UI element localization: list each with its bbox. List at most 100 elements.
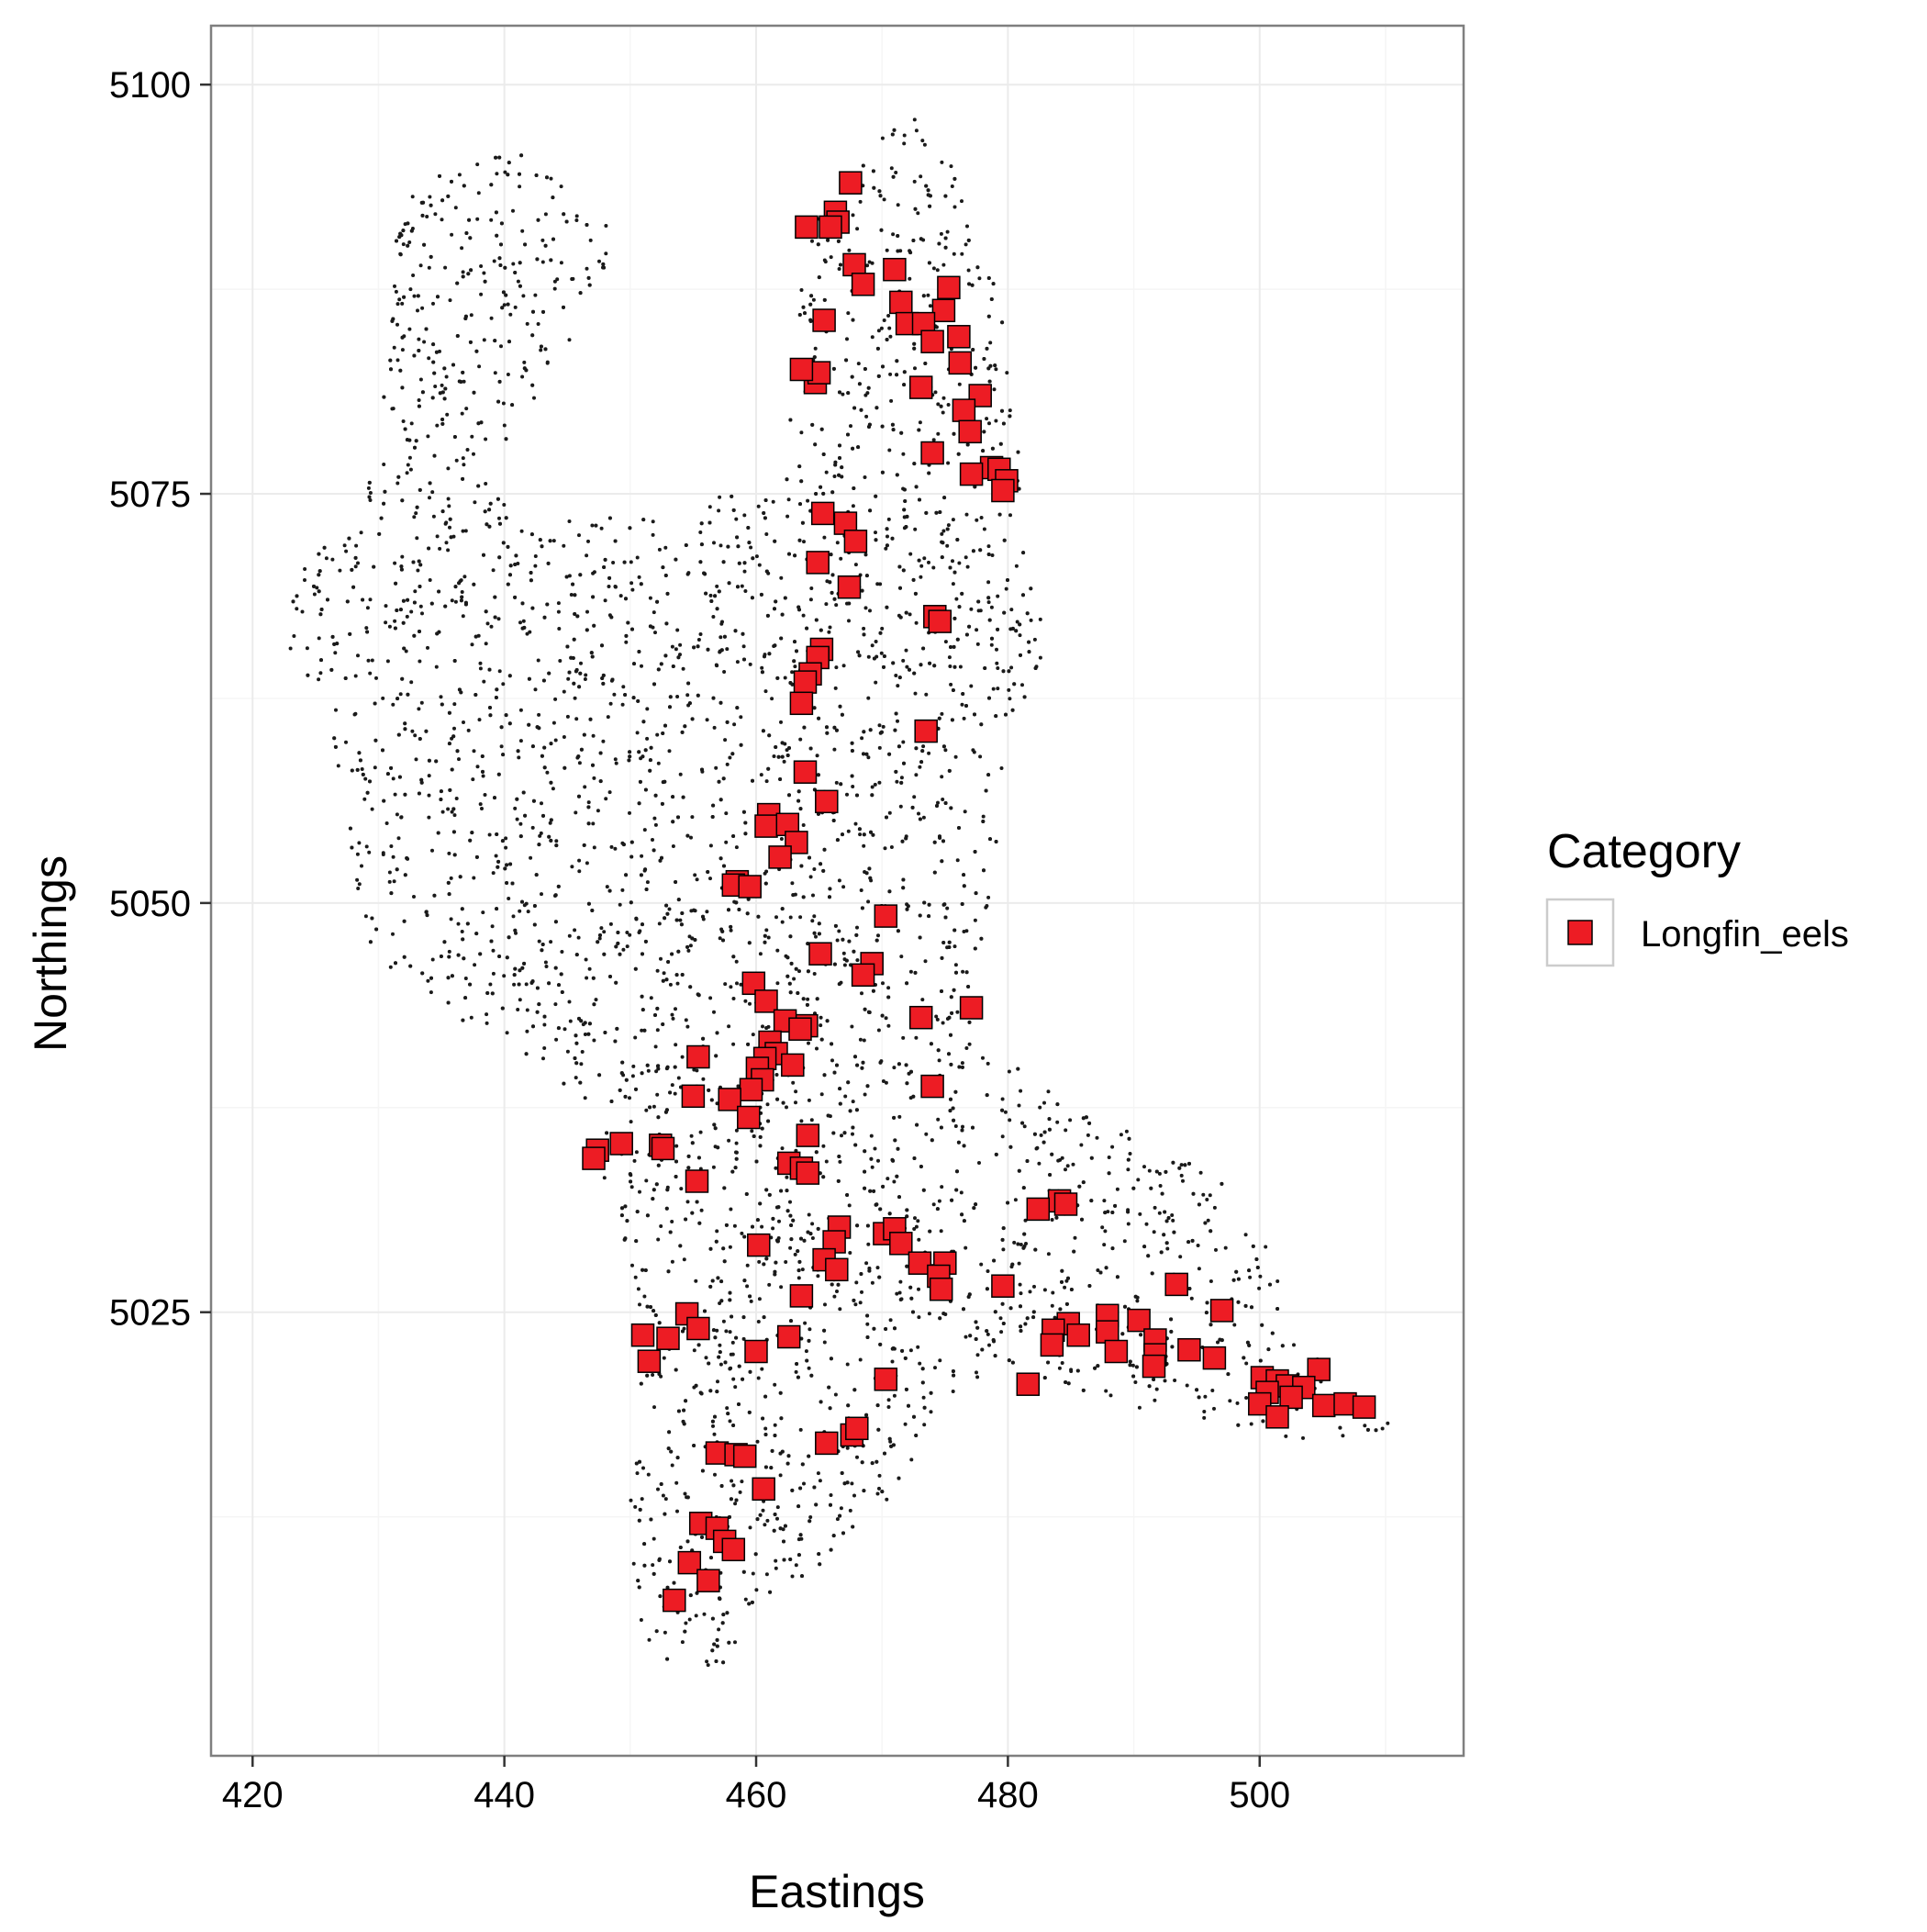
background-dot (312, 585, 316, 588)
background-dot (652, 1309, 655, 1312)
background-dot (384, 620, 387, 624)
background-dot (546, 361, 550, 364)
background-dot (954, 597, 958, 601)
background-dot (815, 1047, 819, 1051)
background-dot (892, 1180, 896, 1184)
background-dot (821, 1145, 825, 1148)
background-dot (643, 828, 647, 832)
background-dot (722, 865, 726, 868)
background-dot (354, 544, 358, 548)
background-dot (874, 783, 877, 787)
background-dot (974, 1202, 977, 1206)
background-dot (775, 1098, 779, 1101)
background-dot (901, 741, 905, 744)
background-dot (838, 267, 841, 271)
background-dot (498, 522, 502, 526)
background-dot (741, 585, 744, 588)
background-dot (445, 541, 449, 544)
background-dot (705, 910, 708, 913)
background-dot (986, 1093, 989, 1097)
background-dot (965, 225, 969, 229)
background-dot (974, 850, 977, 854)
background-dot (464, 407, 468, 410)
background-dot (998, 513, 1002, 517)
background-dot (952, 582, 955, 586)
background-dot (1077, 1185, 1081, 1189)
background-dot (589, 718, 593, 721)
background-dot (459, 690, 462, 694)
background-dot (1187, 1287, 1191, 1290)
background-dot (784, 1260, 787, 1264)
background-dot (1055, 1121, 1059, 1124)
background-dot (1301, 1436, 1305, 1440)
background-dot (701, 915, 705, 919)
background-dot (671, 1464, 674, 1468)
background-dot (373, 765, 377, 769)
background-dot (986, 1062, 990, 1066)
background-dot (1102, 1199, 1106, 1202)
background-dot (807, 1455, 810, 1458)
background-dot (825, 731, 829, 735)
background-dot (1165, 1247, 1169, 1251)
background-dot (996, 687, 999, 690)
background-dot (391, 703, 395, 707)
background-dot (418, 630, 421, 633)
background-dot (1244, 1396, 1248, 1400)
background-dot (722, 670, 726, 674)
background-dot (674, 1066, 677, 1069)
background-dot (544, 961, 548, 965)
background-dot (724, 841, 728, 844)
background-dot (787, 497, 791, 501)
background-dot (529, 571, 533, 575)
background-dot (1214, 1248, 1218, 1252)
background-dot (814, 1502, 818, 1506)
background-dot (574, 810, 577, 814)
background-dot (1244, 1304, 1248, 1308)
background-dot (412, 561, 416, 564)
background-dot (855, 1064, 859, 1067)
background-dot (429, 578, 432, 582)
background-dot (644, 1178, 648, 1182)
background-dot (927, 914, 930, 918)
background-dot (789, 916, 793, 920)
background-dot (1022, 1186, 1026, 1189)
background-dot (350, 846, 353, 850)
background-dot (428, 266, 431, 270)
background-dot (521, 294, 525, 297)
background-dot (867, 866, 871, 870)
background-dot (446, 808, 450, 811)
background-dot (362, 798, 366, 801)
background-dot (1017, 451, 1020, 454)
background-dot (416, 569, 419, 573)
background-dot (480, 807, 484, 810)
background-dot (664, 1497, 668, 1501)
background-dot (711, 804, 715, 808)
background-dot (514, 553, 518, 557)
background-dot (850, 1481, 853, 1485)
background-dot (886, 543, 889, 547)
background-dot (520, 900, 524, 904)
background-dot (435, 665, 439, 669)
background-dot (526, 1009, 529, 1012)
background-dot (622, 843, 626, 846)
background-dot (612, 693, 616, 697)
background-dot (674, 1368, 678, 1372)
background-dot (768, 1193, 772, 1197)
background-dot (1015, 564, 1019, 568)
background-dot (825, 725, 829, 729)
background-dot (836, 541, 840, 544)
background-dot (840, 475, 843, 478)
background-dot (760, 1368, 763, 1371)
background-dot (1063, 1286, 1066, 1290)
background-dot (697, 1222, 701, 1225)
background-dot (1055, 1102, 1059, 1106)
background-dot (718, 780, 721, 784)
background-dot (533, 923, 537, 927)
background-dot (585, 553, 588, 557)
background-dot (640, 664, 643, 668)
background-dot (557, 885, 561, 888)
background-dot (1160, 1250, 1164, 1254)
background-dot (628, 754, 631, 758)
background-dot (456, 334, 460, 338)
background-dot (903, 370, 907, 374)
